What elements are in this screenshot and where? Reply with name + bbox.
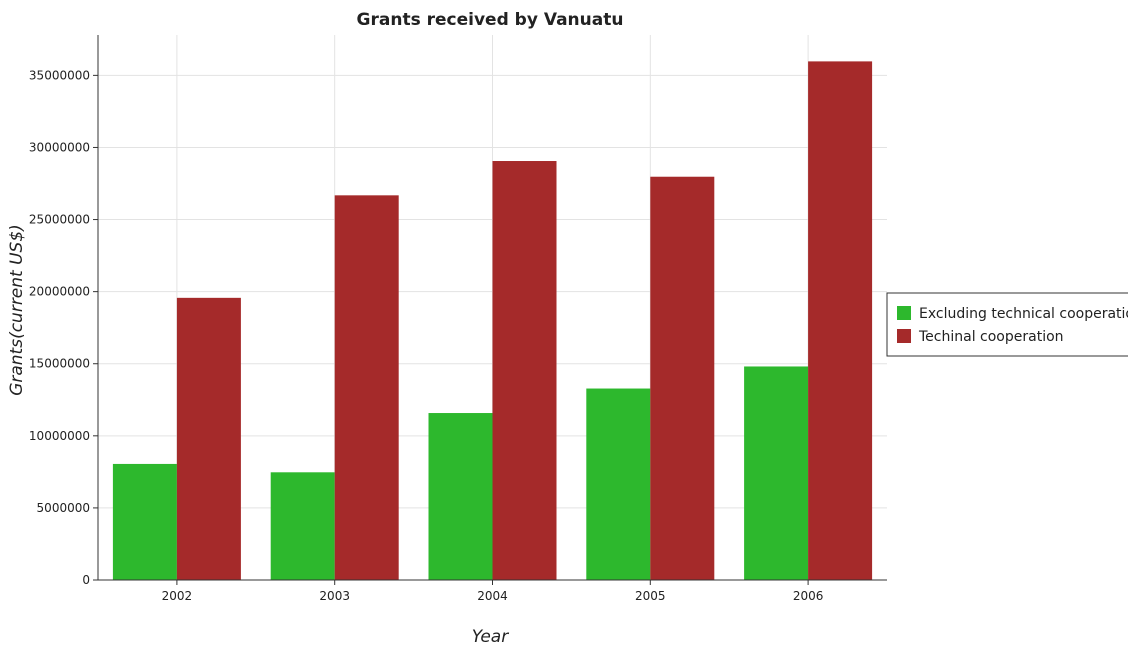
- legend-swatch-excluding: [897, 306, 911, 320]
- bar-excluding-2005: [586, 388, 651, 580]
- bar-excluding-2002: [112, 463, 177, 580]
- bar-techinal-2005: [650, 176, 715, 581]
- y-tick-label: 30000000: [29, 140, 90, 154]
- bar-excluding-2006: [744, 366, 809, 580]
- x-tick-labels: 2002 2003 2004 2005 2006: [162, 589, 824, 603]
- x-tick-label: 2002: [162, 589, 193, 603]
- bars: [112, 61, 873, 581]
- x-axis-label: Year: [472, 627, 509, 647]
- x-tick-label: 2005: [635, 589, 666, 603]
- axes: [93, 35, 887, 585]
- bar-techinal-2006: [808, 61, 873, 580]
- bar-techinal-2004: [492, 161, 557, 580]
- y-tick-label: 35000000: [29, 68, 90, 82]
- bar-techinal-2003: [334, 195, 399, 580]
- bar-techinal-2002: [176, 297, 241, 580]
- legend-swatch-techinal: [897, 329, 911, 343]
- y-tick-label: 10000000: [29, 429, 90, 443]
- y-tick-label: 5000000: [37, 501, 90, 515]
- x-tick-label: 2006: [793, 589, 824, 603]
- bar-excluding-2004: [428, 413, 493, 580]
- y-axis-label: Grants(current US$): [7, 224, 27, 396]
- y-tick-label: 25000000: [29, 213, 90, 227]
- y-tick-labels: 0 5000000 10000000 15000000 20000000 25000000…: [29, 68, 90, 587]
- x-tick-label: 2003: [319, 589, 350, 603]
- x-tick-label: 2004: [477, 589, 508, 603]
- legend: Excluding technical cooperation Techinal…: [886, 292, 1128, 357]
- y-tick-label: 0: [82, 573, 90, 587]
- chart-title: Grants received by Vanuatu: [357, 10, 624, 30]
- legend-label-excluding: Excluding technical cooperation: [919, 306, 1128, 322]
- y-tick-label: 15000000: [29, 357, 90, 371]
- y-tick-label: 20000000: [29, 285, 90, 299]
- legend-box: [886, 292, 1128, 357]
- bar-excluding-2003: [270, 472, 335, 580]
- legend-label-techinal: Techinal cooperation: [918, 329, 1064, 345]
